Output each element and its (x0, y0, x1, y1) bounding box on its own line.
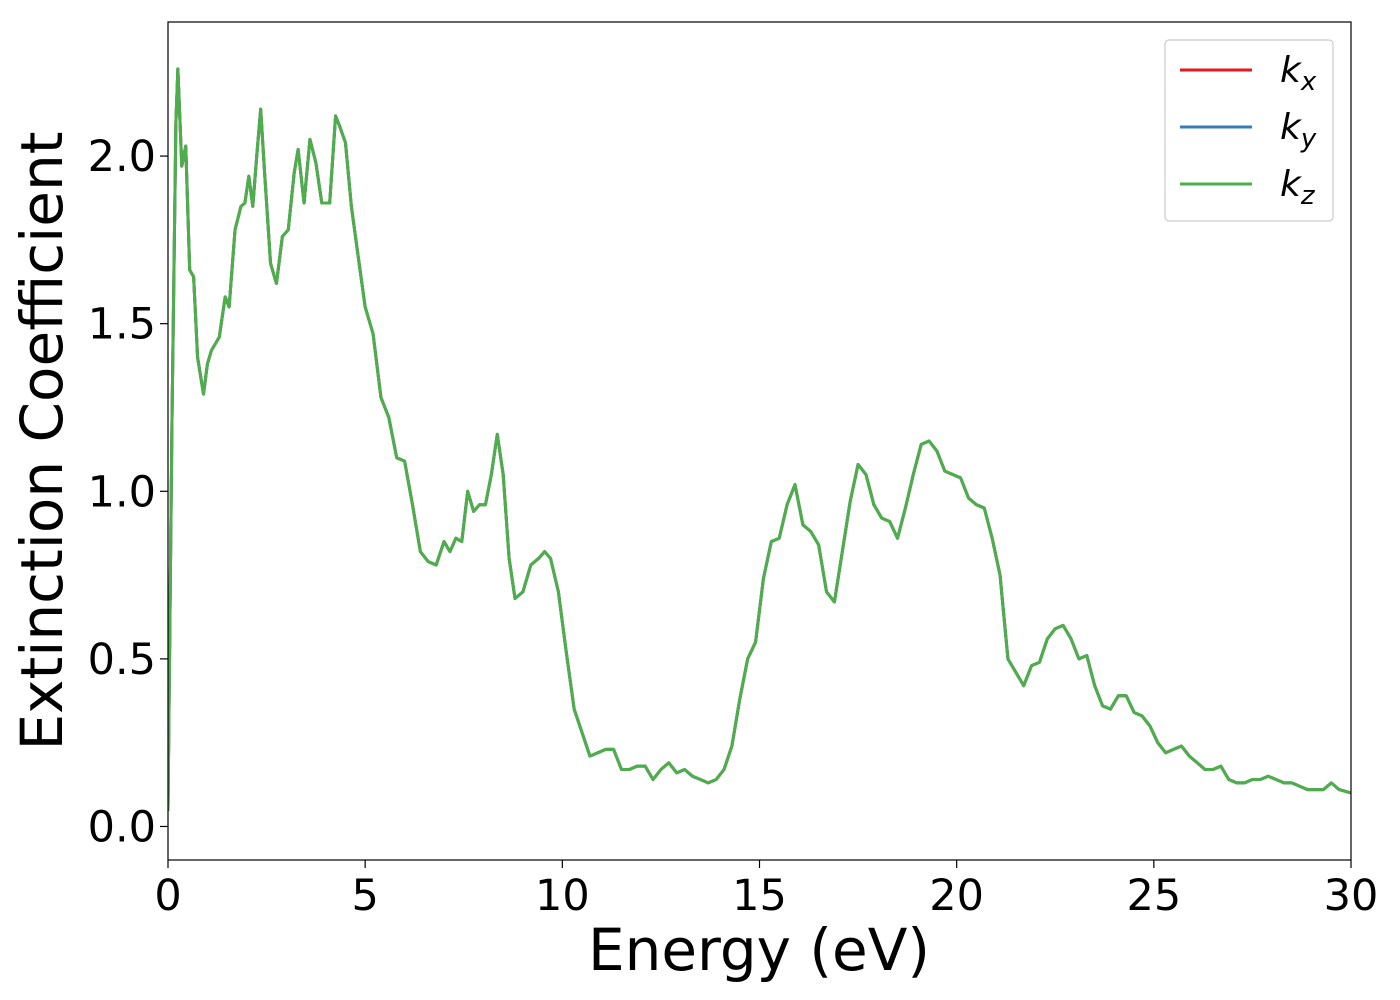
series-line-kz (168, 67, 1351, 812)
x-axis-ticks: 0 5 10 15 20 25 30 (154, 860, 1378, 921)
x-tick-label: 20 (929, 871, 984, 921)
legend-label-subscript: z (1300, 181, 1316, 211)
x-tick-label: 30 (1324, 871, 1379, 921)
y-tick-label: 1.0 (88, 467, 156, 517)
x-tick-label: 10 (535, 871, 590, 921)
y-tick-label: 1.5 (88, 300, 156, 350)
y-tick-label: 0.5 (88, 635, 156, 685)
y-tick-label: 0.0 (88, 802, 156, 852)
y-tick-label: 2.0 (88, 132, 156, 182)
legend-box (1164, 39, 1334, 222)
x-axis-title: Energy (eV) (588, 916, 930, 984)
series-layer (168, 67, 1351, 812)
legend-label-ky: ky (1280, 107, 1317, 154)
legend-label-base: k (1280, 164, 1303, 205)
legend-label-base: k (1280, 50, 1303, 91)
legend-label-subscript: x (1300, 67, 1317, 97)
x-tick-label: 5 (351, 871, 378, 921)
legend-label-base: k (1280, 107, 1303, 148)
x-tick-label: 25 (1126, 871, 1181, 921)
x-tick-label: 15 (732, 871, 787, 921)
legend-label-kz: kz (1280, 164, 1316, 211)
legend-label-kx: kx (1280, 50, 1317, 97)
x-tick-label: 0 (154, 871, 181, 921)
y-axis-title: Extinction Coefficient (8, 132, 76, 751)
legend-label-subscript: y (1300, 124, 1317, 154)
y-axis-ticks: 0.0 0.5 1.0 1.5 2.0 (88, 132, 168, 852)
